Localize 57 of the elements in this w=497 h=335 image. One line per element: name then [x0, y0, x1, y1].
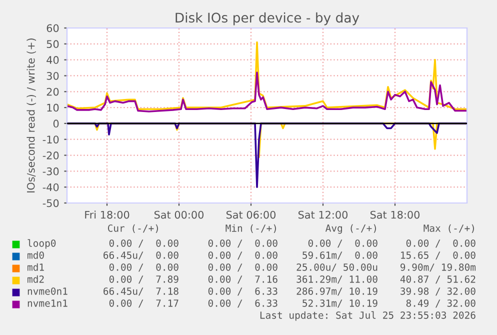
text: 15.65 / 0.00 [401, 251, 476, 260]
line-series [67, 122, 467, 188]
chart-title: Disk IOs per device - by day [176, 12, 360, 26]
text: 0.00 / 0.00 [308, 239, 378, 248]
y-axis-title: IOs/second read (-) / write (+) [26, 38, 36, 192]
text: Avg (-/+) [326, 224, 376, 234]
text: Min (-/+) [226, 224, 276, 233]
text: Last update: Sat Jul 25 23:55:03 2026 [260, 311, 476, 321]
text: 25.00u/ 50.00u [296, 263, 378, 272]
text: Cur (-/+) [108, 224, 158, 233]
text: 0.00 / 0.00 [406, 239, 476, 248]
y-tick-label: -40 [42, 183, 59, 192]
legend-label: md0 [28, 251, 44, 259]
x-tick-label: Fri 18:00 [85, 210, 130, 219]
legend-label: md1 [28, 263, 44, 271]
legend-label: md2 [28, 275, 44, 283]
text: 59.61m/ 0.00 [302, 251, 378, 260]
y-tick-label: -30 [42, 167, 59, 176]
text: 0.00 / 7.89 [109, 275, 178, 284]
y-tick-label: 20 [46, 88, 59, 96]
text: 361.29m/ 11.00 [296, 275, 378, 284]
text: 0.00 / 0.00 [208, 263, 278, 272]
y-tick-label: 0 [53, 120, 59, 128]
text: 0.00 / 0.00 [208, 251, 278, 260]
text: 0.00 / 0.00 [208, 239, 278, 248]
line-series [67, 41, 467, 110]
text: 66.45u/ 7.18 [104, 287, 178, 296]
legend-label: nvme0n1 [28, 287, 68, 295]
text: 66.45u/ 0.00 [104, 251, 178, 260]
x-tick-label: Sat 06:00 [226, 210, 276, 219]
text: 0.00 / 7.17 [109, 299, 178, 308]
text: Max (-/+) [424, 224, 474, 233]
y-tick-label: 50 [46, 40, 59, 48]
y-tick-label: 60 [46, 24, 59, 32]
text: 39.98 / 32.00 [400, 287, 476, 296]
x-tick-label: Sat 18:00 [370, 210, 420, 219]
text: 286.97m/ 10.19 [296, 287, 378, 296]
text: 0.00 / 6.33 [208, 299, 278, 308]
text: 0.00 / 6.33 [208, 287, 278, 296]
text: 9.90m/ 19.80m [400, 263, 476, 272]
text: 40.87 / 51.62 [400, 275, 476, 284]
text: 52.31m/ 10.19 [302, 299, 378, 308]
x-tick-label: Sat 12:00 [298, 210, 348, 219]
y-tick-label: 30 [46, 72, 59, 80]
x-tick-label: Sat 00:00 [154, 210, 204, 219]
line-series [67, 72, 467, 112]
y-tick-label: -50 [42, 199, 59, 208]
legend-label: loop0 [28, 239, 56, 249]
text: 0.00 / 0.00 [109, 263, 178, 272]
text: 0.00 / 0.00 [109, 239, 178, 248]
legend-label: nvme1n1 [28, 300, 68, 307]
y-tick-label: -20 [42, 152, 59, 160]
text: 8.49 / 32.00 [406, 299, 476, 308]
text: 0.00 / 7.16 [208, 275, 278, 284]
y-tick-label: 10 [47, 104, 59, 112]
y-tick-label: -10 [42, 136, 59, 144]
y-tick-label: 40 [46, 56, 59, 64]
